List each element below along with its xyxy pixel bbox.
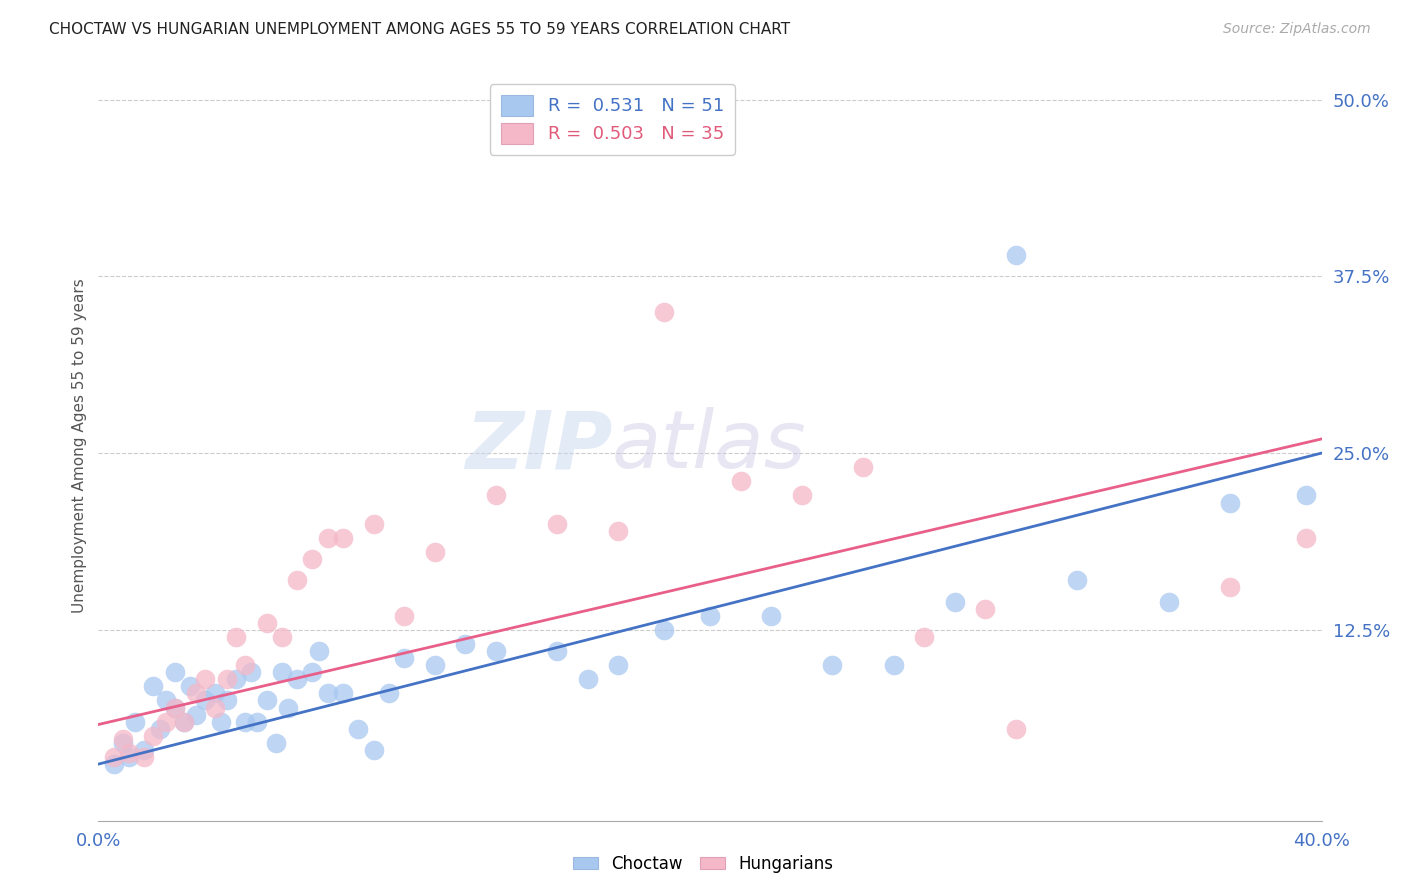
Point bbox=[392, 651, 416, 665]
Point bbox=[256, 615, 278, 630]
Point bbox=[233, 714, 256, 729]
Point bbox=[179, 679, 201, 693]
Point bbox=[363, 516, 385, 531]
Point bbox=[215, 693, 238, 707]
Point bbox=[423, 658, 446, 673]
Point bbox=[883, 658, 905, 673]
Point bbox=[246, 714, 269, 729]
Point bbox=[204, 686, 226, 700]
Point bbox=[912, 630, 935, 644]
Point bbox=[186, 707, 208, 722]
Point bbox=[225, 630, 247, 644]
Point bbox=[1219, 580, 1241, 594]
Point bbox=[155, 693, 177, 707]
Point bbox=[103, 750, 125, 764]
Point bbox=[270, 665, 292, 680]
Text: CHOCTAW VS HUNGARIAN UNEMPLOYMENT AMONG AGES 55 TO 59 YEARS CORRELATION CHART: CHOCTAW VS HUNGARIAN UNEMPLOYMENT AMONG … bbox=[49, 22, 790, 37]
Point bbox=[363, 743, 385, 757]
Point bbox=[378, 686, 401, 700]
Text: Source: ZipAtlas.com: Source: ZipAtlas.com bbox=[1223, 22, 1371, 37]
Point bbox=[204, 700, 226, 714]
Legend: R =  0.531   N = 51, R =  0.503   N = 35: R = 0.531 N = 51, R = 0.503 N = 35 bbox=[489, 84, 734, 154]
Text: atlas: atlas bbox=[612, 407, 807, 485]
Point bbox=[277, 700, 299, 714]
Point bbox=[118, 750, 141, 764]
Y-axis label: Unemployment Among Ages 55 to 59 years: Unemployment Among Ages 55 to 59 years bbox=[72, 278, 87, 614]
Point bbox=[1219, 495, 1241, 509]
Point bbox=[852, 460, 875, 475]
Point bbox=[194, 673, 217, 687]
Point bbox=[240, 665, 263, 680]
Point bbox=[454, 637, 477, 651]
Point bbox=[301, 665, 323, 680]
Point bbox=[142, 679, 165, 693]
Point bbox=[652, 623, 675, 637]
Point bbox=[233, 658, 256, 673]
Point bbox=[1295, 531, 1317, 545]
Point bbox=[576, 673, 599, 687]
Point bbox=[134, 743, 156, 757]
Point bbox=[308, 644, 330, 658]
Legend: Choctaw, Hungarians: Choctaw, Hungarians bbox=[567, 848, 839, 880]
Point bbox=[124, 714, 146, 729]
Point bbox=[546, 516, 568, 531]
Point bbox=[332, 531, 354, 545]
Point bbox=[142, 729, 165, 743]
Point bbox=[974, 601, 997, 615]
Point bbox=[111, 731, 134, 746]
Point bbox=[1066, 574, 1088, 588]
Point bbox=[423, 545, 446, 559]
Point bbox=[173, 714, 195, 729]
Point bbox=[163, 700, 186, 714]
Point bbox=[607, 658, 630, 673]
Point bbox=[730, 475, 752, 489]
Point bbox=[149, 722, 172, 736]
Point bbox=[332, 686, 354, 700]
Point bbox=[215, 673, 238, 687]
Point bbox=[270, 630, 292, 644]
Point bbox=[607, 524, 630, 538]
Point bbox=[118, 746, 141, 760]
Point bbox=[225, 673, 247, 687]
Point bbox=[699, 608, 721, 623]
Point bbox=[155, 714, 177, 729]
Point bbox=[485, 644, 508, 658]
Point bbox=[186, 686, 208, 700]
Point bbox=[264, 736, 287, 750]
Point bbox=[285, 673, 308, 687]
Point bbox=[285, 574, 308, 588]
Point bbox=[103, 757, 125, 772]
Point bbox=[652, 304, 675, 318]
Point bbox=[194, 693, 217, 707]
Point bbox=[1157, 594, 1180, 608]
Point bbox=[392, 608, 416, 623]
Point bbox=[821, 658, 844, 673]
Text: ZIP: ZIP bbox=[465, 407, 612, 485]
Point bbox=[546, 644, 568, 658]
Point bbox=[1004, 722, 1026, 736]
Point bbox=[111, 736, 134, 750]
Point bbox=[256, 693, 278, 707]
Point bbox=[316, 531, 339, 545]
Point bbox=[1004, 248, 1026, 262]
Point bbox=[316, 686, 339, 700]
Point bbox=[209, 714, 232, 729]
Point bbox=[759, 608, 782, 623]
Point bbox=[485, 488, 508, 502]
Point bbox=[790, 488, 813, 502]
Point bbox=[173, 714, 195, 729]
Point bbox=[163, 665, 186, 680]
Point bbox=[163, 700, 186, 714]
Point bbox=[1295, 488, 1317, 502]
Point bbox=[134, 750, 156, 764]
Point bbox=[301, 552, 323, 566]
Point bbox=[943, 594, 966, 608]
Point bbox=[347, 722, 370, 736]
